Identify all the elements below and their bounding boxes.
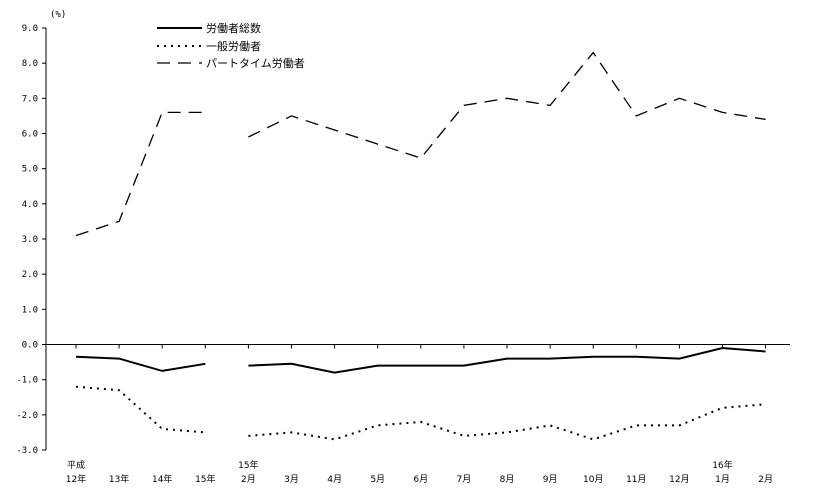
x-tick-label: 10月 xyxy=(583,474,603,485)
x-tick-label: 15年 xyxy=(195,473,215,485)
y-tick-label: 3.0 xyxy=(22,235,38,245)
x-tick-label: 9月 xyxy=(543,474,558,485)
x-axis: 平成 12年 13年 14年 15年 15年 2月 3月 4月 5月 6月 7月 8月 9月 10月 11月 1… xyxy=(46,344,790,485)
y-unit-label: (%) xyxy=(50,10,66,20)
series-line-solid-1 xyxy=(248,346,766,374)
x-tick-label: 12月 xyxy=(669,474,689,485)
x-tick-label: 8月 xyxy=(500,474,515,485)
x-tick-label-top: 平成 xyxy=(67,459,85,471)
series-line-solid-0 xyxy=(75,355,206,372)
series-line-dotted-1 xyxy=(248,403,766,441)
series-line-dotted-0 xyxy=(75,385,206,434)
legend: 労働者総数 一般労働者 パートタイム労働者 xyxy=(157,21,305,70)
y-tick-label: 0.0 xyxy=(22,341,38,351)
legend-label-total: 労働者総数 xyxy=(206,21,261,35)
y-tick-label: 8.0 xyxy=(22,59,38,69)
series-line-dashed-0 xyxy=(75,111,206,237)
x-tick-label-top: 16年 xyxy=(712,459,732,471)
y-tick-label: -1.0 xyxy=(16,376,38,386)
x-tick-label: 7月 xyxy=(457,474,472,485)
x-tick-label: 1月 xyxy=(715,474,730,485)
y-tick-label: 4.0 xyxy=(22,200,38,210)
x-tick-label: 4月 xyxy=(327,474,342,485)
series-line-dashed-1 xyxy=(248,51,766,159)
y-tick-label: 6.0 xyxy=(22,130,38,140)
x-tick-label: 2月 xyxy=(241,474,256,485)
x-tick-label: 14年 xyxy=(152,473,172,485)
x-tick-label-top: 15年 xyxy=(238,459,258,471)
x-tick-label: 11月 xyxy=(626,474,646,485)
y-tick-label: 1.0 xyxy=(22,305,38,315)
x-tick-label: 2月 xyxy=(758,474,773,485)
x-tick-label: 12年 xyxy=(66,473,86,485)
y-tick-label: 9.0 xyxy=(22,24,38,34)
legend-label-general: 一般労働者 xyxy=(206,39,261,53)
y-tick-label: 7.0 xyxy=(22,94,38,104)
y-tick-label: 2.0 xyxy=(22,270,38,280)
y-axis: 9.0 8.0 7.0 6.0 5.0 4.0 3.0 2.0 1.0 0.0 -1.0 -2.0 -3… xyxy=(16,24,47,456)
series-group xyxy=(75,51,766,441)
y-tick-label: -2.0 xyxy=(16,411,38,421)
x-tick-label: 6月 xyxy=(413,474,428,485)
x-tick-label: 5月 xyxy=(370,474,385,485)
x-tick-label: 3月 xyxy=(284,474,299,485)
legend-label-parttime: パートタイム労働者 xyxy=(206,56,305,70)
y-tick-label: -3.0 xyxy=(16,446,38,456)
y-tick-label: 5.0 xyxy=(22,165,38,175)
x-tick-label: 13年 xyxy=(109,473,129,485)
